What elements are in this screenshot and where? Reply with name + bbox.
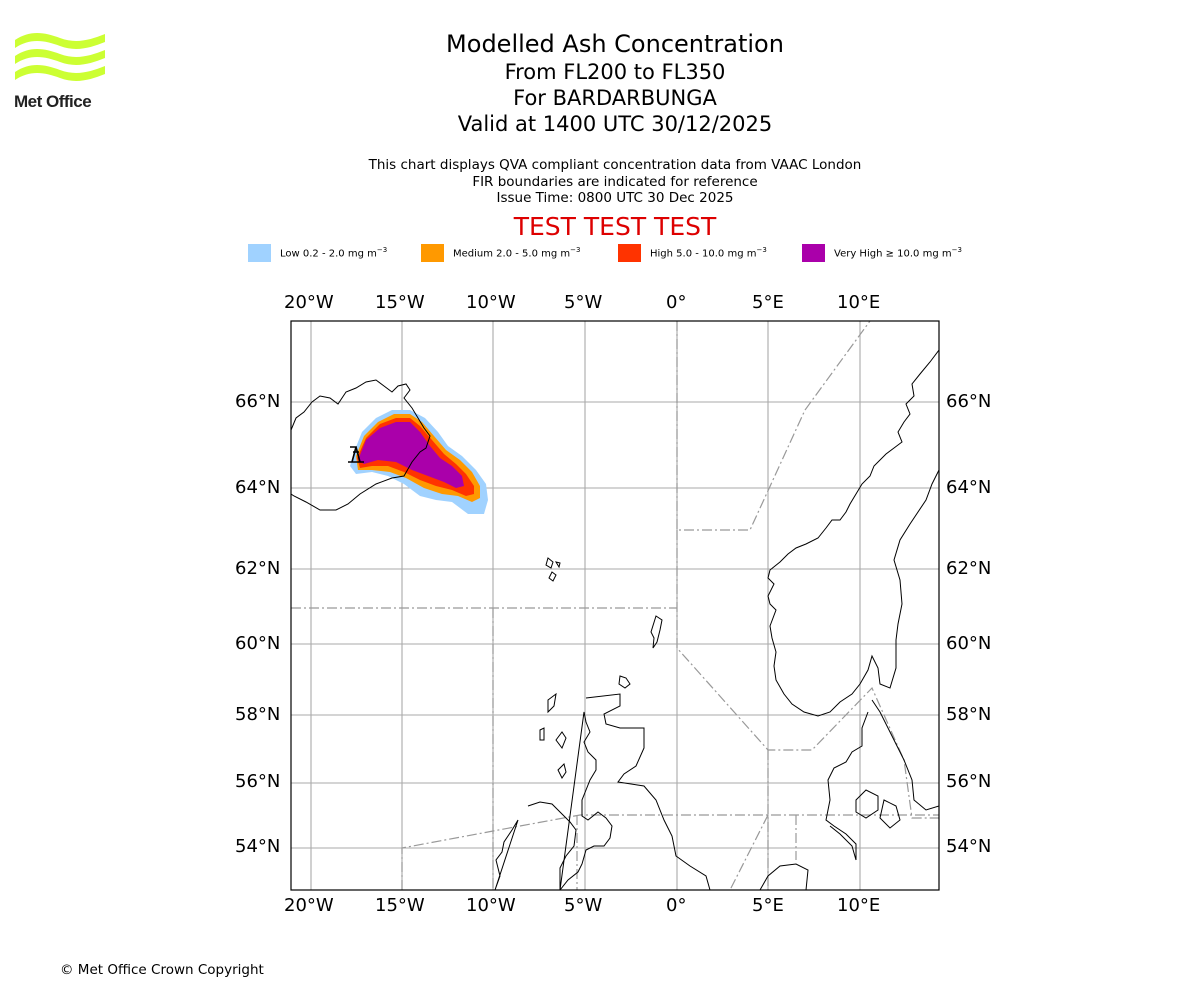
lat-label-left: 62°N [235, 558, 281, 579]
coastlines [291, 349, 939, 890]
legend-exponent: −3 [951, 246, 962, 254]
lat-label-right: 54°N [946, 836, 992, 857]
legend-swatch-very-high [802, 244, 825, 262]
logo-text: Met Office [14, 92, 92, 111]
lat-label-right: 56°N [946, 771, 992, 792]
lon-label-bottom: 5°E [752, 895, 784, 916]
lon-label-top: 5°E [752, 292, 784, 313]
legend-exponent: −3 [756, 246, 767, 254]
ash-medium [356, 414, 480, 502]
legend-swatch-medium [421, 244, 444, 262]
main-title: Modelled Ash Concentration [446, 30, 784, 58]
lat-label-left: 64°N [235, 477, 281, 498]
lat-label-right: 58°N [946, 704, 992, 725]
iceland-coast [291, 379, 431, 511]
legend-text: High 5.0 - 10.0 mg m [650, 248, 757, 260]
legend-exponent: −3 [376, 246, 388, 254]
norway-coast [767, 349, 939, 717]
lat-label-left: 66°N [235, 391, 281, 412]
lat-label-left: 60°N [235, 633, 281, 654]
ash-low [350, 410, 488, 514]
lat-label-right: 64°N [946, 477, 992, 498]
lon-label-top: 20°W [284, 292, 334, 313]
lat-label-right: 60°N [946, 633, 992, 654]
legend-label-very-high: Very High ≥ 10.0 mg m−3 [834, 246, 962, 259]
lon-label-bottom: 0° [666, 895, 687, 916]
ash-cloud [350, 410, 488, 514]
ash-very-high [358, 422, 464, 488]
lon-label-top: 15°W [375, 292, 425, 313]
lon-label-bottom: 15°W [375, 895, 425, 916]
lon-label-top: 10°W [466, 292, 516, 313]
map-frame [290, 320, 940, 891]
fir-boundaries [291, 321, 939, 890]
denmark-coast [825, 699, 939, 860]
britain-coast [559, 693, 711, 890]
ash-high [357, 418, 474, 496]
flight-level-title: From FL200 to FL350 [504, 60, 726, 84]
lon-label-bottom: 5°W [564, 895, 603, 916]
chart-titles: Modelled Ash Concentration From FL200 to… [315, 30, 915, 137]
lon-label-top: 10°E [837, 292, 881, 313]
test-banner: TEST TEST TEST [513, 212, 717, 241]
lat-label-left: 56°N [235, 771, 281, 792]
lat-label-left: 58°N [235, 704, 281, 725]
lon-label-top: 5°W [564, 292, 603, 313]
lat-label-right: 66°N [946, 391, 992, 412]
legend-text: Very High ≥ 10.0 mg m [834, 248, 952, 260]
legend-label-high: High 5.0 - 10.0 mg m−3 [650, 246, 767, 259]
legend-label-low: Low 0.2 - 2.0 mg m−3 [280, 246, 387, 259]
legend-text: Medium 2.0 - 5.0 mg m [453, 248, 571, 260]
lon-label-top: 0° [666, 292, 687, 313]
lon-label-bottom: 10°W [466, 895, 516, 916]
legend-label-medium: Medium 2.0 - 5.0 mg m−3 [453, 246, 580, 259]
issue-time: Issue Time: 0800 UTC 30 Dec 2025 [496, 190, 734, 206]
legend-swatch-high [618, 244, 641, 262]
logo-waves-icon [15, 33, 105, 81]
legend-exponent: −3 [570, 246, 581, 254]
met-office-logo: Met Office [14, 30, 110, 112]
ireland-coast [494, 801, 577, 890]
valid-time-title: Valid at 1400 UTC 30/12/2025 [457, 112, 773, 136]
volcano-title: For BARDARBUNGA [513, 86, 717, 110]
legend-swatch-low [248, 244, 271, 262]
copyright: © Met Office Crown Copyright [60, 962, 264, 978]
lon-label-bottom: 20°W [284, 895, 334, 916]
volcano-icon [348, 446, 364, 463]
graticule [291, 321, 939, 890]
lon-label-bottom: 10°E [837, 895, 881, 916]
lat-label-left: 54°N [235, 836, 281, 857]
subtitle-line-1: This chart displays QVA compliant concen… [368, 157, 862, 173]
lat-label-right: 62°N [946, 558, 992, 579]
chart-subtitle: This chart displays QVA compliant concen… [315, 157, 915, 207]
subtitle-line-2: FIR boundaries are indicated for referen… [472, 173, 758, 190]
legend-text: Low 0.2 - 2.0 mg m [280, 248, 377, 260]
